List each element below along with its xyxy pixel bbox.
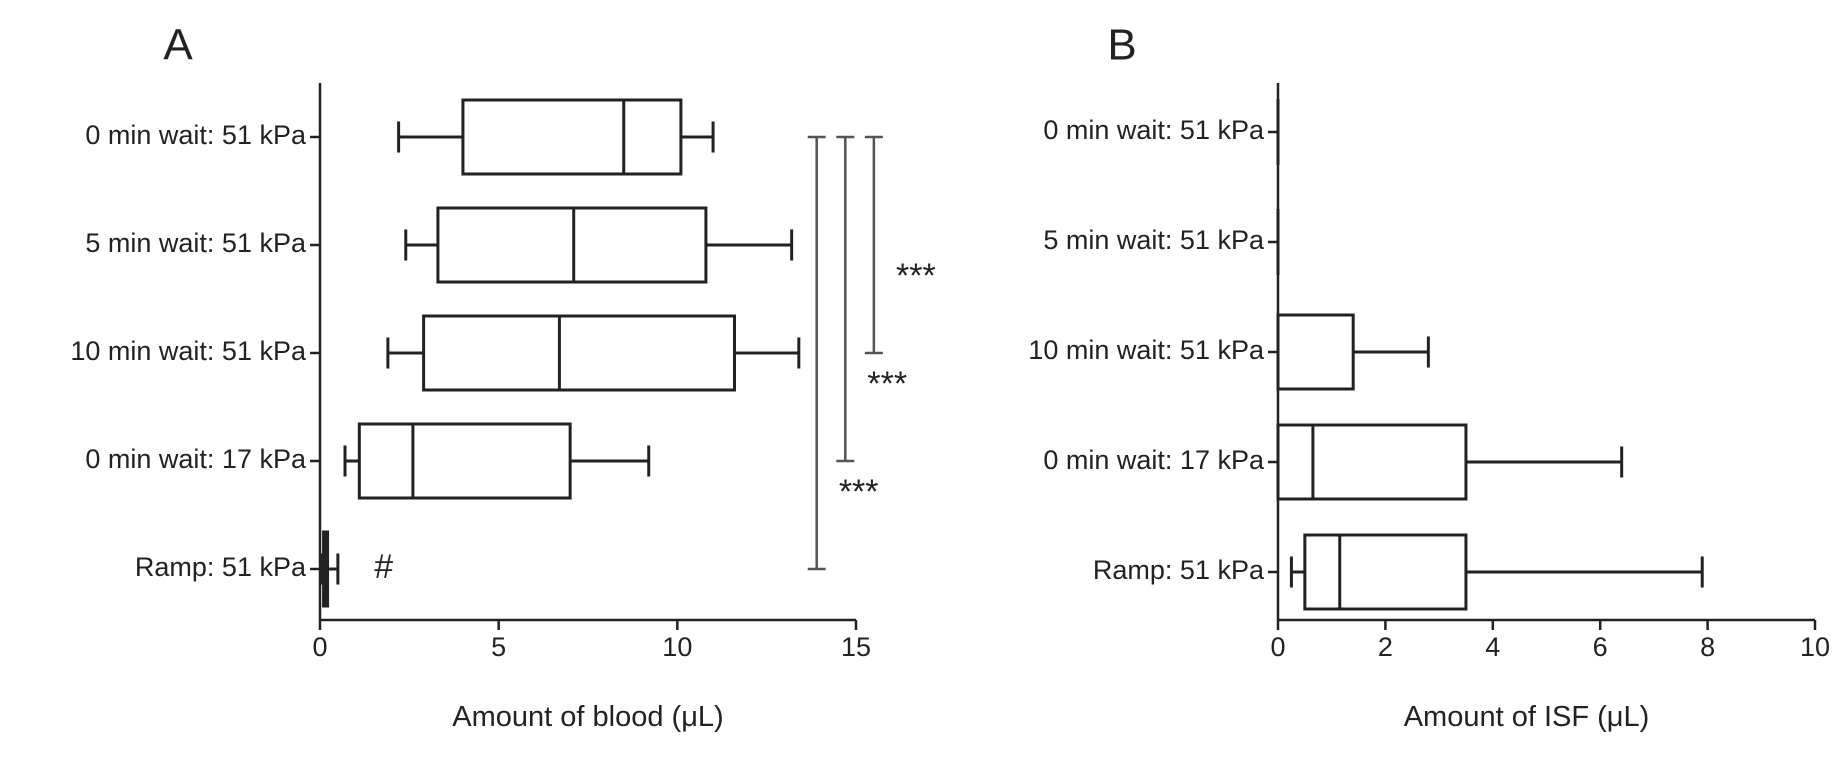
significance-label: *** [867, 365, 907, 403]
x-tick-label: 10 [662, 632, 692, 662]
x-tick-label: 5 [491, 632, 506, 662]
box [422, 314, 737, 392]
panel-label: B [1107, 21, 1136, 70]
box [1276, 313, 1355, 391]
y-tick-label: Ramp: 51 kPa [1093, 555, 1265, 585]
panel-b: B 0 2 4 6 8 10 Amount of ISF (μL) 0 min wait: 51… [1028, 21, 1830, 733]
x-tick-label: 4 [1485, 632, 1500, 662]
y-tick-label: Ramp: 51 kPa [135, 552, 307, 582]
x-tick-label: 2 [1378, 632, 1393, 662]
y-tick-label: 10 min wait: 51 kPa [70, 336, 307, 366]
x-tick-label: 8 [1700, 632, 1715, 662]
x-tick-label: 10 [1800, 632, 1830, 662]
box [461, 98, 683, 176]
y-tick-label: 10 min wait: 51 kPa [1028, 335, 1265, 365]
box [1303, 533, 1468, 611]
y-tick-label: 5 min wait: 51 kPa [1043, 225, 1265, 255]
x-tick-label: 0 [1270, 632, 1285, 662]
panel-label: A [163, 21, 193, 70]
significance-label: *** [839, 473, 879, 511]
y-tick-label: 0 min wait: 51 kPa [85, 120, 307, 150]
y-tick-label: 0 min wait: 17 kPa [85, 444, 307, 474]
x-tick-label: 0 [312, 632, 327, 662]
x-tick-label: 15 [841, 632, 871, 662]
x-axis-label: Amount of blood (μL) [452, 701, 723, 733]
annotation-mark: # [374, 548, 393, 586]
box [436, 206, 708, 284]
box [357, 422, 572, 500]
box [1276, 423, 1468, 501]
y-tick-label: 0 min wait: 51 kPa [1043, 115, 1265, 145]
y-tick-label: 0 min wait: 17 kPa [1043, 445, 1265, 475]
significance-label: *** [896, 257, 936, 295]
x-tick-label: 6 [1593, 632, 1608, 662]
x-axis-label: Amount of ISF (μL) [1404, 701, 1650, 733]
y-tick-label: 5 min wait: 51 kPa [85, 228, 307, 258]
panel-a: A 0 5 10 15 Amount of blood (μL) 0 min wait: 5… [70, 21, 935, 733]
